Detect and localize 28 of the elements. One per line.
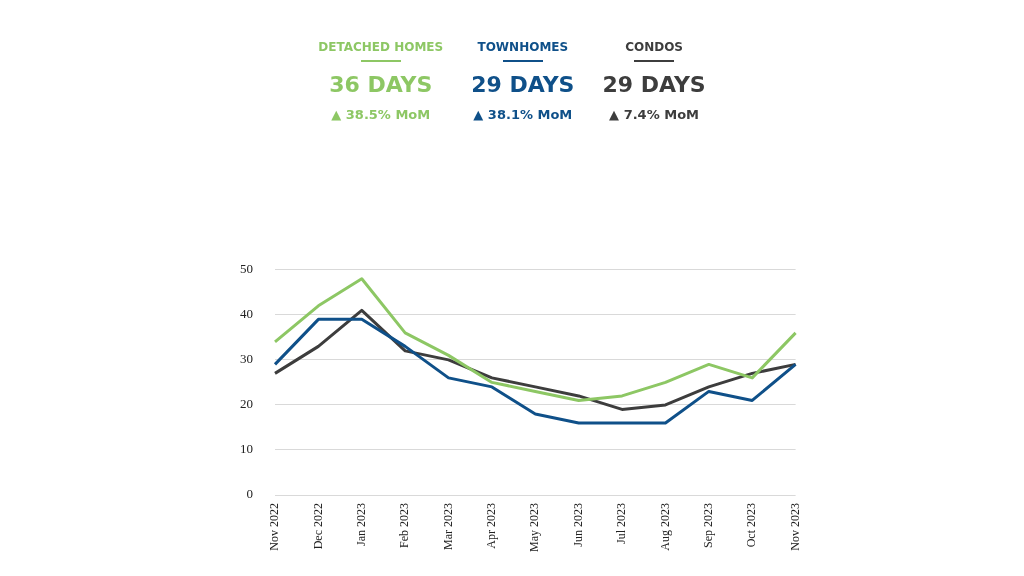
y-tick-label: 20 [240,396,253,412]
y-tick-label: 40 [240,306,253,322]
x-tick-label: Jun 2023 [570,503,585,547]
y-tick-label: 0 [246,486,253,502]
text: 36 DAYS [329,72,433,97]
y-tick-label: 10 [240,441,253,457]
y-tick-label: 50 [240,261,253,277]
x-tick-label: Aug 2023 [657,503,672,551]
x-tick-label: May 2023 [527,503,542,552]
x-tick-label: Nov 2023 [787,503,802,551]
x-tick-label: Mar 2023 [440,503,455,550]
text: ▲ 7.4% MoM [609,107,700,122]
x-tick-label: Sep 2023 [700,503,715,548]
x-tick-label: Oct 2023 [744,503,759,548]
x-tick-label: Apr 2023 [484,503,499,549]
text: ▲ 38.5% MoM [331,107,431,122]
text: TOWNHOMES [477,40,569,54]
text: 29 DAYS [602,72,706,97]
x-tick-label: Dec 2022 [310,503,325,550]
y-tick-label: 30 [240,351,253,367]
x-tick-label: Nov 2022 [267,503,282,551]
x-tick-label: Jul 2023 [614,503,629,545]
x-tick-label: Jan 2023 [353,503,368,546]
x-tick-label: Feb 2023 [397,503,412,548]
text: 29 DAYS [471,72,575,97]
text: ▲ 38.1% MoM [473,107,573,122]
text: DETACHED HOMES [318,40,444,54]
text: CONDOS [625,40,683,54]
